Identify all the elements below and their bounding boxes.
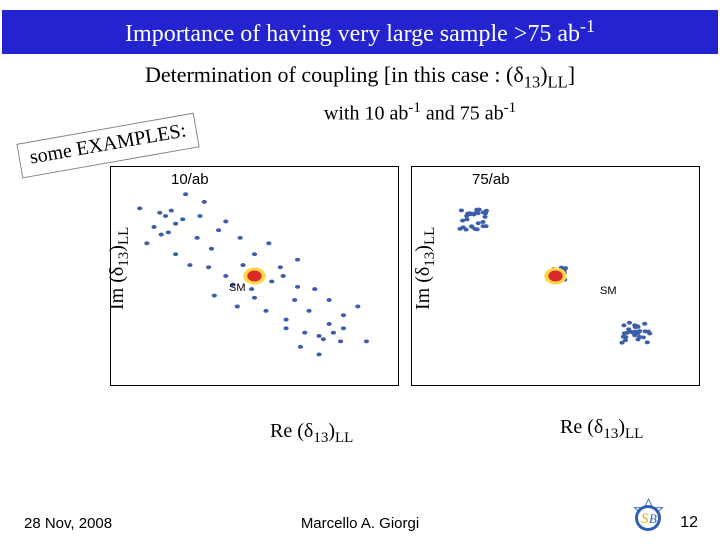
subtitle-sub: 13 [524,72,541,91]
superb-logo-icon: S B [628,498,668,538]
panel-10ab: 10/ab SM [110,166,399,386]
sm-label-1: SM [229,282,246,294]
xr-ll: LL [625,426,643,442]
xl-sub: 13 [313,430,328,446]
scatter-10ab [111,167,398,385]
xl-ll: LL [335,430,353,446]
sm-label-2: SM [600,285,617,297]
with-sup2: -1 [504,100,517,116]
page-number: 12 [680,514,698,532]
panel-75ab: 75/ab SM [411,166,700,386]
xlabel-right: Re (δ13)LL [560,416,643,443]
with-mid: and 75 ab [421,103,504,125]
with-pre: with 10 ab [324,103,408,125]
xr-mid: ) [618,416,625,438]
scatter-75ab [412,167,699,385]
footer-author: Marcello A. Giorgi [0,515,720,532]
subtitle-close: ] [568,62,575,87]
xlabel-left: Re (δ13)LL [270,420,353,447]
xr-sub: 13 [603,426,618,442]
title-text: Importance of having very large sample >… [125,21,580,47]
xr-pre: Re (δ [560,416,603,438]
plots-container: 10/ab SM 75/ab SM [110,166,700,386]
subtitle-pre: Determination of coupling [in this case … [145,62,524,87]
subtitle-ll: LL [548,72,568,91]
with-sup1: -1 [408,100,421,116]
title-bar: Importance of having very large sample >… [2,10,718,54]
title-sup: -1 [580,16,595,36]
with-line: with 10 ab-1 and 75 ab-1 [0,100,720,126]
svg-text:S: S [641,511,649,527]
svg-text:B: B [649,511,657,526]
subtitle-post: ) [540,62,547,87]
subtitle: Determination of coupling [in this case … [0,62,720,92]
xl-pre: Re (δ [270,420,313,442]
xl-mid: ) [328,420,335,442]
